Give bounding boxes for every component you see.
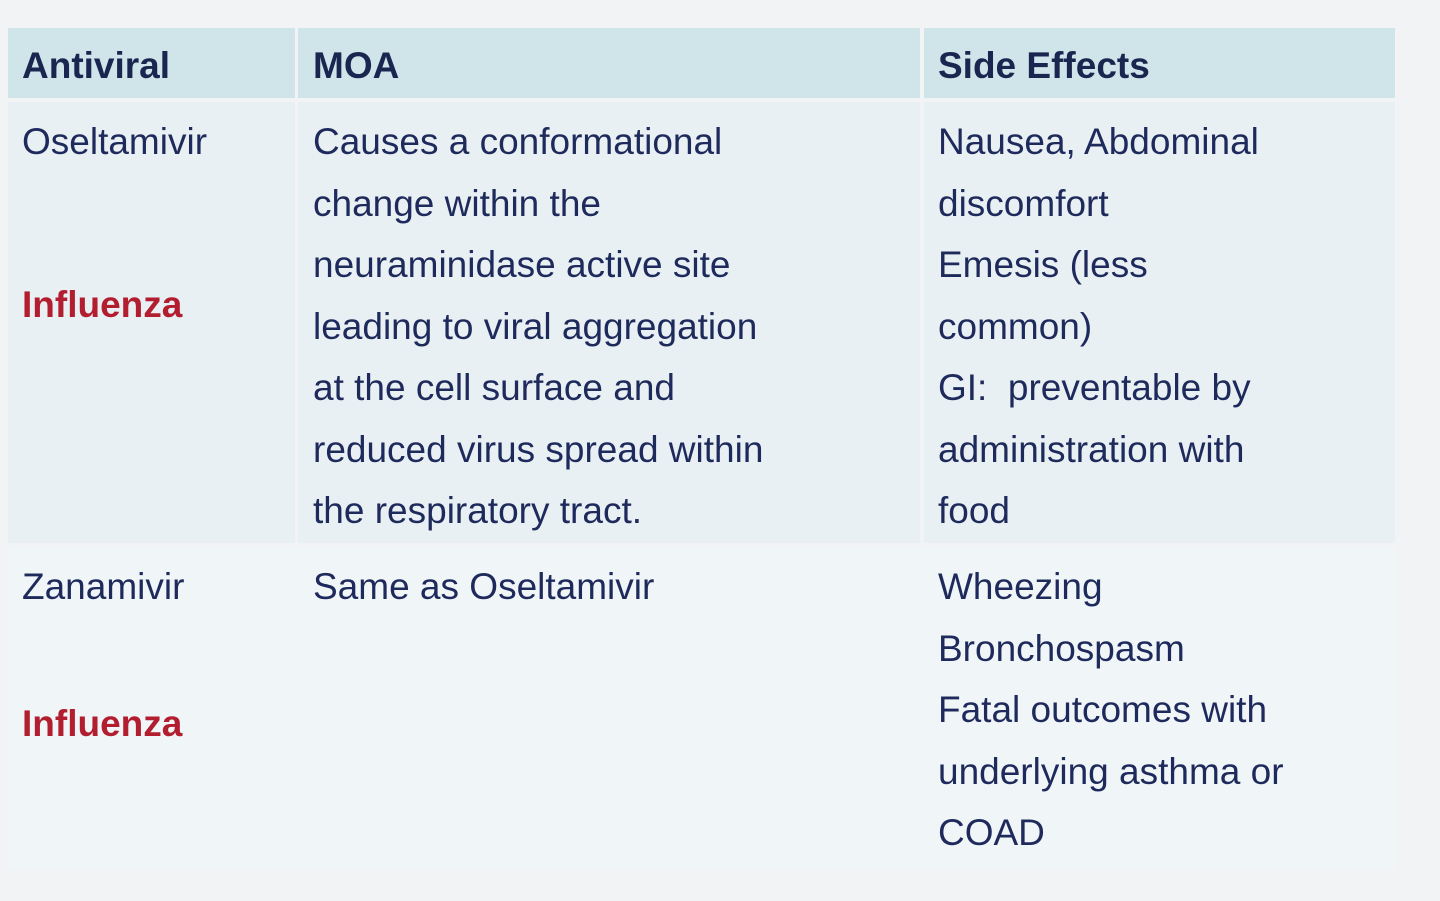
moa-line: reduced virus spread within xyxy=(313,428,764,470)
row-bg xyxy=(8,546,1395,870)
indication: Influenza xyxy=(22,703,183,744)
side-effect-line: Bronchospasm xyxy=(938,627,1185,669)
side-effect-line: Fatal outcomes with xyxy=(938,689,1268,730)
header-cell xyxy=(924,28,1395,98)
row-bg xyxy=(8,102,295,543)
drug-name: Oseltamivir xyxy=(22,121,208,162)
side-effect-line: COAD xyxy=(938,812,1045,853)
side-effect-line: food xyxy=(938,490,1011,531)
moa-line: Causes a conformational xyxy=(313,121,723,162)
side-effect-line: Emesis (less xyxy=(938,244,1148,285)
header-text: Antiviral xyxy=(22,45,171,86)
row-bg xyxy=(298,102,920,543)
moa-line: Same as Oseltamivir xyxy=(313,566,655,607)
side-effect-line: Wheezing xyxy=(938,566,1103,607)
header-text: MOA xyxy=(313,45,400,86)
header-text: Side Effects xyxy=(938,45,1150,86)
header-cell xyxy=(8,28,295,98)
moa-line: at the cell surface and xyxy=(313,367,675,408)
moa-line: neuraminidase active site xyxy=(313,244,731,285)
moa-line: the respiratory tract. xyxy=(313,490,643,531)
header-cell xyxy=(298,28,920,98)
side-effect-line: GI: preventable by xyxy=(938,367,1251,408)
side-effect-line: underlying asthma or xyxy=(938,750,1284,792)
moa-line: leading to viral aggregation xyxy=(313,305,758,347)
side-effect-line: discomfort xyxy=(938,182,1109,224)
indication: Influenza xyxy=(22,284,183,325)
side-effect-line: administration with xyxy=(938,428,1245,470)
side-effect-line: common) xyxy=(938,305,1093,347)
side-effect-line: Nausea, Abdominal xyxy=(938,121,1259,162)
drug-name: Zanamivir xyxy=(22,566,185,607)
row-bg xyxy=(924,102,1395,543)
moa-line: change within the xyxy=(313,182,601,224)
